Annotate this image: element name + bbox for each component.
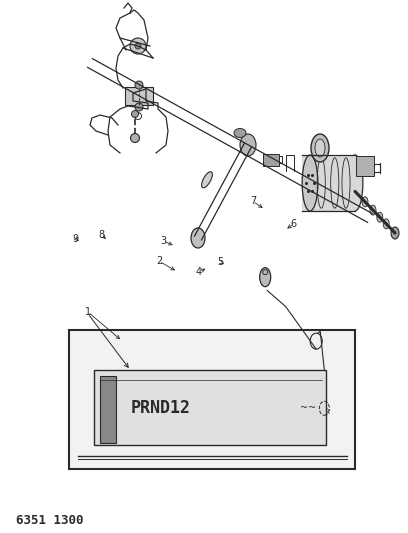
Ellipse shape — [347, 155, 363, 211]
Ellipse shape — [260, 268, 271, 287]
Text: 3: 3 — [160, 236, 166, 246]
Ellipse shape — [391, 227, 399, 239]
Ellipse shape — [240, 134, 256, 156]
Text: 6351 1300: 6351 1300 — [16, 514, 84, 527]
Text: 4: 4 — [196, 267, 202, 277]
Ellipse shape — [315, 139, 325, 157]
Ellipse shape — [362, 197, 368, 207]
Circle shape — [130, 38, 146, 54]
Circle shape — [131, 110, 138, 117]
Ellipse shape — [202, 172, 213, 188]
Bar — [356, 156, 374, 176]
Polygon shape — [302, 155, 355, 211]
Text: 5: 5 — [217, 257, 224, 267]
Text: 9: 9 — [73, 234, 79, 244]
Circle shape — [135, 43, 141, 49]
Circle shape — [135, 112, 142, 119]
Ellipse shape — [370, 205, 376, 215]
Text: 7: 7 — [250, 197, 256, 206]
Circle shape — [131, 133, 140, 142]
Circle shape — [135, 93, 142, 100]
Ellipse shape — [191, 228, 205, 248]
Bar — [125, 87, 153, 105]
Text: 2: 2 — [156, 256, 162, 266]
Bar — [69, 330, 355, 469]
Bar — [263, 154, 279, 166]
Text: 1: 1 — [84, 307, 91, 317]
Text: PRND12: PRND12 — [131, 399, 191, 417]
Circle shape — [135, 81, 143, 89]
Bar — [100, 376, 116, 443]
Ellipse shape — [377, 212, 383, 222]
Text: 8: 8 — [98, 230, 104, 239]
Ellipse shape — [383, 219, 389, 229]
Ellipse shape — [302, 155, 318, 211]
Ellipse shape — [311, 134, 329, 162]
Text: 6: 6 — [290, 219, 297, 229]
Ellipse shape — [234, 128, 246, 138]
Bar — [94, 370, 326, 445]
Text: ~~: ~~ — [300, 403, 316, 413]
Circle shape — [135, 103, 143, 111]
